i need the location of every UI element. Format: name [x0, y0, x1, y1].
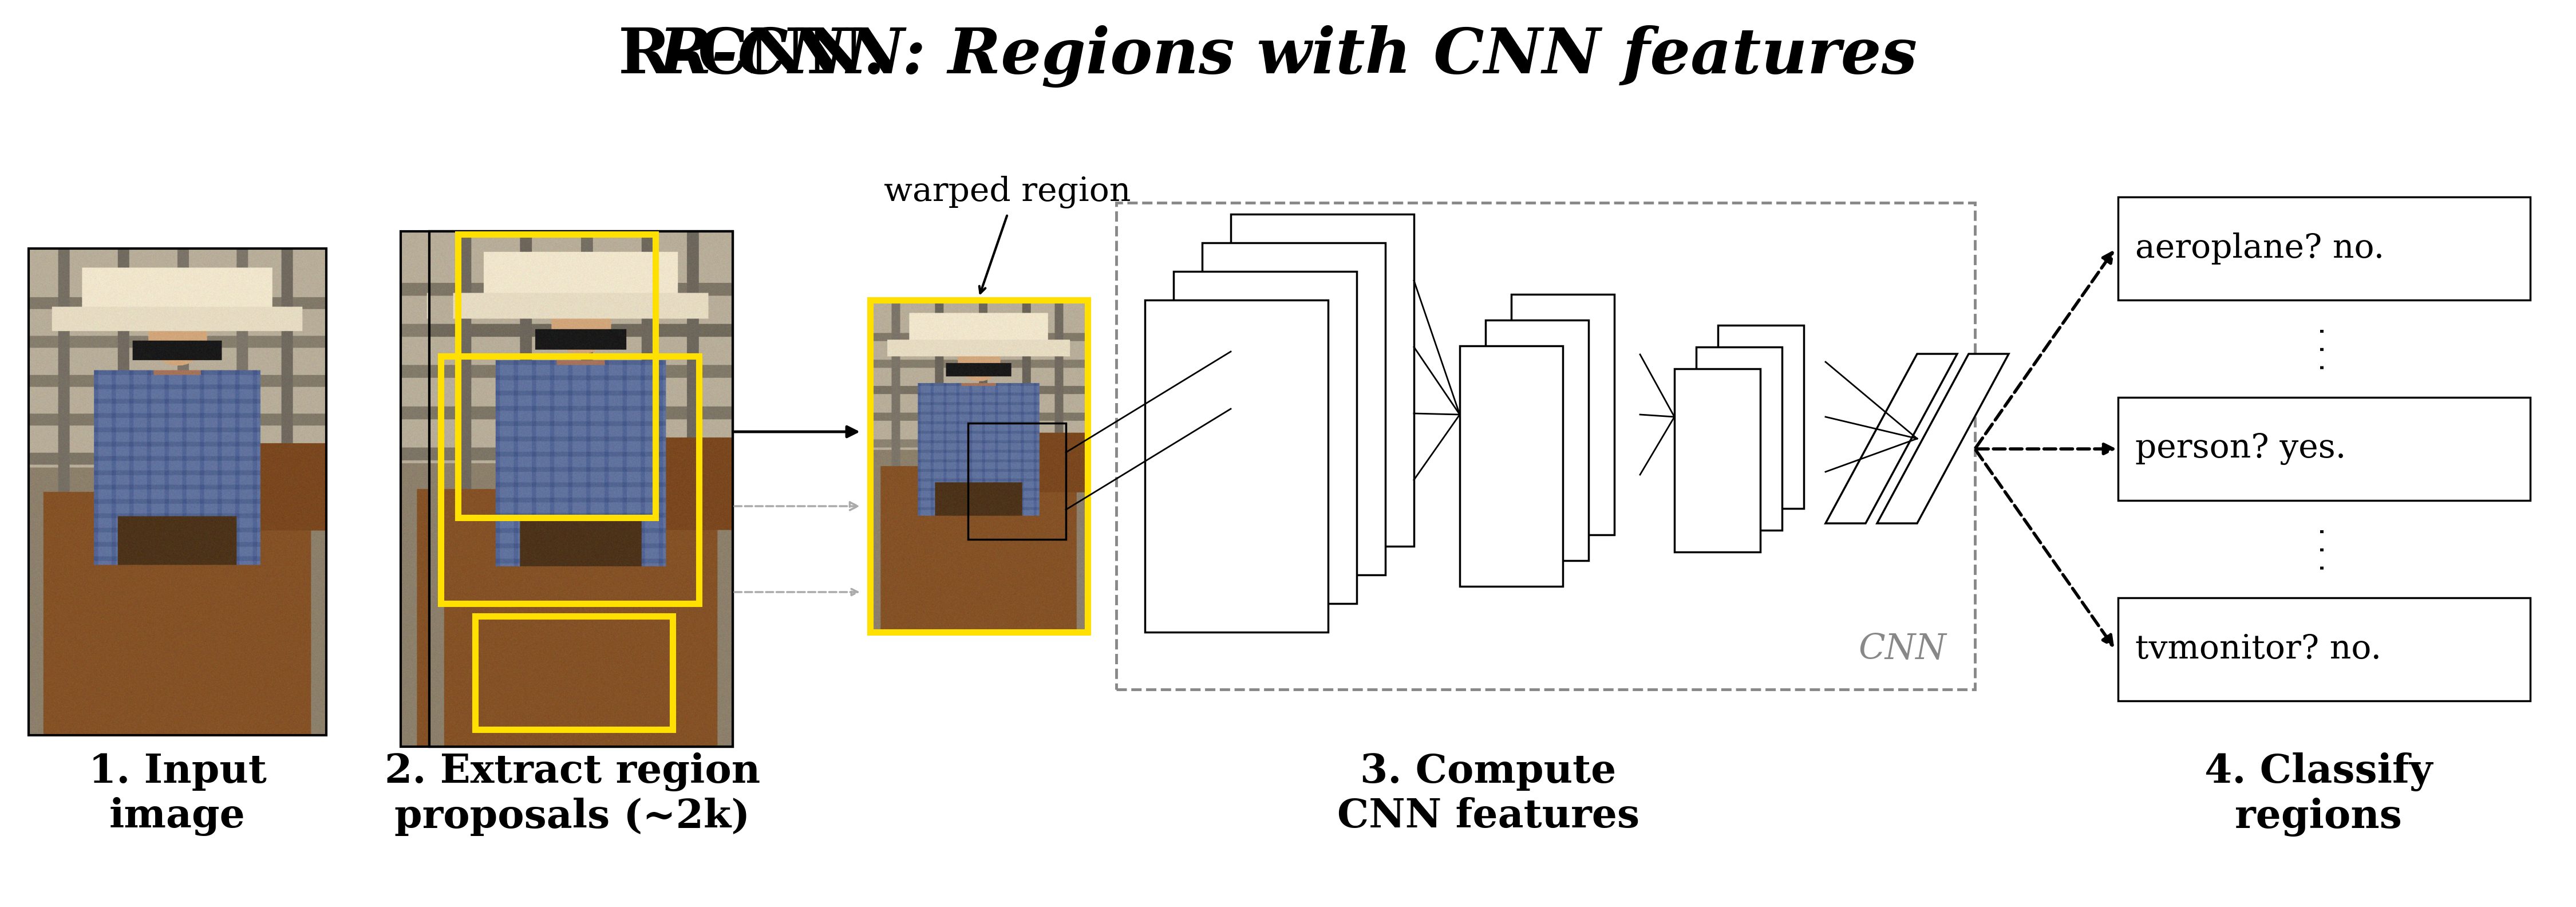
Bar	[1115, 202, 1976, 689]
Bar	[474, 616, 672, 729]
Bar	[2117, 397, 2530, 501]
Text: 1. Input
image: 1. Input image	[88, 753, 265, 835]
Bar	[2117, 598, 2530, 701]
Text: aeroplane? no.: aeroplane? no.	[2136, 232, 2385, 265]
Text: person? yes.: person? yes.	[2136, 433, 2347, 465]
Text: R-CNN:: R-CNN:	[618, 25, 907, 86]
Text: · · ·: · · ·	[2311, 526, 2339, 571]
Text: 3. Compute
CNN features: 3. Compute CNN features	[1337, 753, 1638, 835]
Text: tvmonitor? no.: tvmonitor? no.	[2136, 633, 2380, 666]
Bar	[1718, 326, 1803, 509]
Bar	[1231, 214, 1414, 546]
Polygon shape	[1878, 354, 2009, 523]
Bar	[1674, 369, 1759, 552]
Text: · · ·: · · ·	[2311, 326, 2339, 372]
Polygon shape	[1826, 354, 1958, 523]
Bar	[459, 234, 654, 518]
Text: 2. Extract region
proposals (~2k): 2. Extract region proposals (~2k)	[384, 753, 760, 835]
Bar	[1461, 346, 1564, 586]
Text: R-CNN: Regions with CNN features: R-CNN: Regions with CNN features	[659, 25, 1917, 88]
Bar	[2117, 197, 2530, 300]
Bar	[1203, 243, 1386, 575]
Bar	[430, 231, 732, 746]
Bar	[969, 423, 1066, 539]
Bar	[402, 231, 732, 746]
Bar	[1512, 294, 1615, 535]
Text: 4. Classify
regions: 4. Classify regions	[2205, 753, 2432, 836]
Text: CNN: CNN	[1857, 632, 1947, 667]
Text: warped region: warped region	[884, 176, 1131, 209]
Bar	[1175, 271, 1358, 603]
Bar	[1486, 320, 1589, 561]
Bar	[871, 300, 1087, 632]
Bar	[1695, 347, 1783, 531]
Bar	[28, 249, 327, 736]
Bar	[1144, 300, 1329, 632]
Bar	[430, 231, 732, 746]
Bar	[440, 356, 698, 603]
